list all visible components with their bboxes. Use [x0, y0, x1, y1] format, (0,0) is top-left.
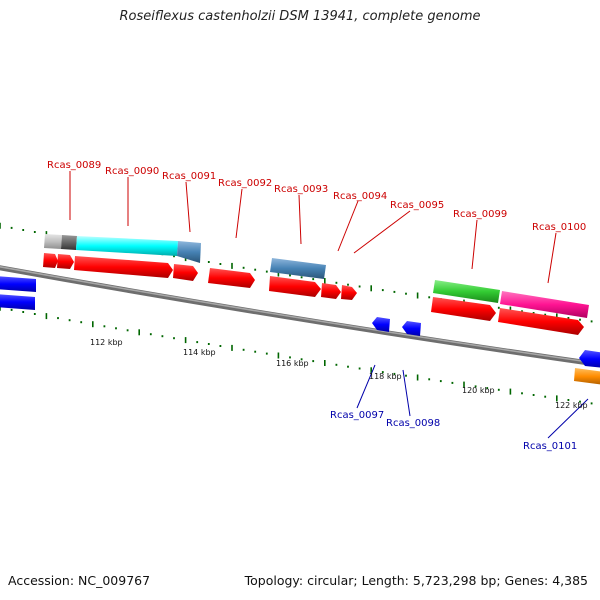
gene-forward-7[interactable] [321, 283, 341, 299]
scale-label-114: 114 kbp [183, 348, 216, 357]
scale-label-122: 122 kbp [555, 401, 588, 410]
label-rcas-0090[interactable]: Rcas_0090 [105, 166, 159, 177]
accession-text: Accession: NC_009767 [8, 573, 151, 588]
scale-label-112: 112 kbp [90, 338, 123, 347]
label-rcas-0098[interactable]: Rcas_0098 [386, 418, 440, 429]
feature-rcas-0101[interactable] [574, 368, 600, 385]
forward-leader-lines [69, 171, 557, 284]
gene-forward-10[interactable] [498, 308, 584, 335]
lower-tick-row [0, 304, 593, 405]
gene-forward-3[interactable] [74, 256, 173, 278]
label-rcas-0101[interactable]: Rcas_0101 [523, 441, 577, 452]
label-rcas-0100[interactable]: Rcas_0100 [532, 222, 586, 233]
label-rcas-0097[interactable]: Rcas_0097 [330, 410, 384, 421]
gene-reverse-rcas-0097[interactable] [372, 317, 390, 332]
label-rcas-0089[interactable]: Rcas_0089 [47, 160, 101, 171]
leader-rcas-0100 [547, 232, 557, 284]
gene-forward-6[interactable] [269, 276, 321, 297]
leader-rcas-0097 [356, 364, 376, 409]
genome-backbone-highlight [0, 266, 600, 365]
leader-rcas-0098 [402, 369, 411, 417]
leader-rcas-0099 [471, 219, 478, 270]
gene-forward-8[interactable] [341, 285, 357, 300]
feature-rcas-0089-dark[interactable] [61, 235, 77, 250]
gene-reverse-right[interactable] [579, 350, 600, 368]
leader-rcas-0101 [547, 398, 589, 439]
gene-forward-4[interactable] [173, 264, 198, 281]
gene-forward-9[interactable] [431, 297, 496, 321]
leader-rcas-0094 [337, 200, 359, 252]
leader-rcas-0091 [185, 181, 191, 233]
scale-label-116: 116 kbp [276, 359, 309, 368]
gene-forward-2[interactable] [57, 254, 74, 269]
label-rcas-0092[interactable]: Rcas_0092 [218, 178, 272, 189]
feature-rcas-0089-gray[interactable] [44, 234, 62, 249]
label-rcas-0095[interactable]: Rcas_0095 [390, 200, 444, 211]
reverse-leader-lines [356, 364, 589, 439]
map-title: Roseiflexus castenholzii DSM 13941, comp… [119, 9, 481, 24]
leader-rcas-0093 [298, 194, 302, 245]
feature-rcas-0099[interactable] [433, 280, 500, 303]
scale-label-118: 118 kbp [369, 372, 402, 381]
genome-summary-text: Topology: circular; Length: 5,723,298 bp… [244, 573, 588, 588]
gene-reverse-left-1[interactable] [0, 276, 36, 292]
feature-rcas-0091[interactable] [177, 241, 201, 263]
feature-rcas-0090[interactable] [76, 236, 178, 256]
feature-rcas-0093[interactable] [270, 258, 326, 279]
gene-forward-1[interactable] [43, 253, 58, 268]
label-rcas-0091[interactable]: Rcas_0091 [162, 171, 216, 182]
leader-rcas-0095 [353, 210, 411, 254]
gene-reverse-left-2[interactable] [0, 294, 35, 310]
label-rcas-0094[interactable]: Rcas_0094 [333, 191, 387, 202]
label-rcas-0093[interactable]: Rcas_0093 [274, 184, 328, 195]
scale-label-120: 120 kbp [462, 386, 495, 395]
gene-forward-5[interactable] [208, 268, 255, 288]
leader-rcas-0092 [235, 188, 243, 239]
gene-reverse-rcas-0098[interactable] [402, 321, 421, 336]
feature-rcas-0100[interactable] [500, 291, 589, 318]
genome-backbone [0, 265, 600, 368]
label-rcas-0099[interactable]: Rcas_0099 [453, 209, 507, 220]
